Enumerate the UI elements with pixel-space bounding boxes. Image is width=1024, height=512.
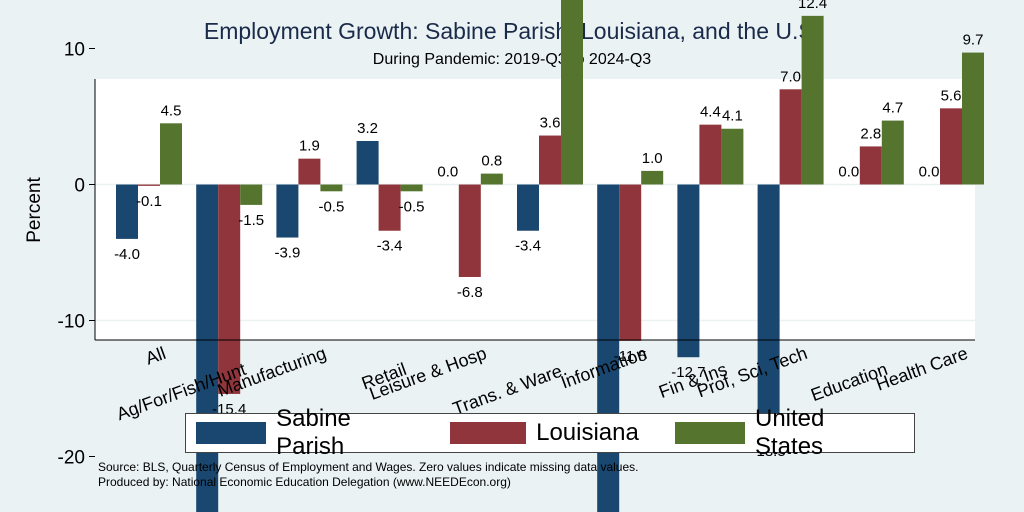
bar-sabine-parish [116,184,138,239]
data-label: -12.7 [671,364,705,381]
data-label: -3.4 [377,238,403,255]
legend-item-sabine-parish: Sabine Parish [196,405,414,461]
data-label: 1.9 [299,138,320,155]
bar-louisiana [138,184,160,186]
bar-sabine-parish [517,184,539,231]
data-label: 0.8 [481,153,502,170]
data-label: 0.0 [437,164,458,181]
legend-swatch-louisiana [450,422,527,444]
y-tick-label: -10 [58,312,85,333]
data-label: -6.8 [457,284,483,301]
legend-item-united-states: United States [674,405,888,461]
x-tick-label: Health Care [873,343,970,395]
data-label: 2.8 [860,125,881,142]
bar-louisiana [218,184,241,394]
y-tick-label: -20 [58,448,85,469]
data-label: -0.5 [399,198,425,215]
bar-united-states [881,120,904,185]
data-label: 3.6 [540,115,561,132]
data-label: 0.0 [919,164,940,181]
bar-sabine-parish [757,184,780,437]
chart-title: Employment Growth: Sabine Parish, Louisi… [203,18,821,44]
data-label: -3.4 [515,238,541,255]
legend-label: United States [755,405,825,460]
bar-louisiana [699,124,722,185]
legend-label: Sabine Parish [276,405,351,460]
data-label: -0.5 [318,198,344,215]
legend-swatch-united-states [674,422,745,444]
bar-united-states [561,0,583,185]
bar-united-states [400,184,423,192]
data-label: 12.4 [798,0,827,12]
bar-united-states [480,173,503,185]
bar-united-states [962,52,984,185]
data-label: 0.0 [838,164,859,181]
data-label: 9.7 [963,32,984,49]
bar-united-states [240,184,263,205]
data-label: -3.9 [274,245,300,262]
bar-louisiana [458,184,481,277]
bar-sabine-parish [677,184,700,358]
data-label: -1.5 [238,212,264,229]
produced-by-note: Produced by: National Economic Education… [98,475,511,489]
bar-louisiana [859,146,882,185]
bar-united-states [721,128,744,185]
bar-louisiana [619,184,642,341]
legend-swatch-sabine-parish [196,422,267,444]
data-label: 4.1 [722,108,743,125]
source-note: Source: BLS, Quarterly Census of Employm… [98,460,639,474]
data-label: -4.0 [114,246,140,263]
data-label: 3.2 [357,120,378,137]
legend: Sabine Parish Louisiana United States [185,405,915,460]
bar-united-states [801,15,824,185]
legend-item-louisiana: Louisiana [450,419,639,447]
bar-sabine-parish [276,184,299,238]
data-label: 4.4 [700,104,721,121]
bar-louisiana [779,89,802,185]
legend-label: Louisiana [536,419,639,446]
data-label: 4.7 [882,100,903,117]
data-label: 1.0 [642,150,663,167]
data-label: 7.0 [780,68,801,85]
bar-louisiana [539,135,561,185]
y-tick-label: 10 [64,40,85,61]
bar-louisiana [940,108,962,185]
x-tick-label: All [143,343,169,369]
data-label: 4.5 [161,102,182,119]
bar-louisiana [378,184,401,231]
data-label: -0.1 [136,193,162,210]
data-label: -11.5 [614,348,647,365]
bar-louisiana [298,158,321,185]
y-tick-label: 0 [74,176,85,197]
bar-sabine-parish [356,140,379,185]
data-label: 5.6 [941,87,962,104]
bar-united-states [320,184,343,192]
y-axis-label: Percent [24,177,45,243]
bar-united-states [160,123,182,185]
bar-united-states [641,170,664,185]
